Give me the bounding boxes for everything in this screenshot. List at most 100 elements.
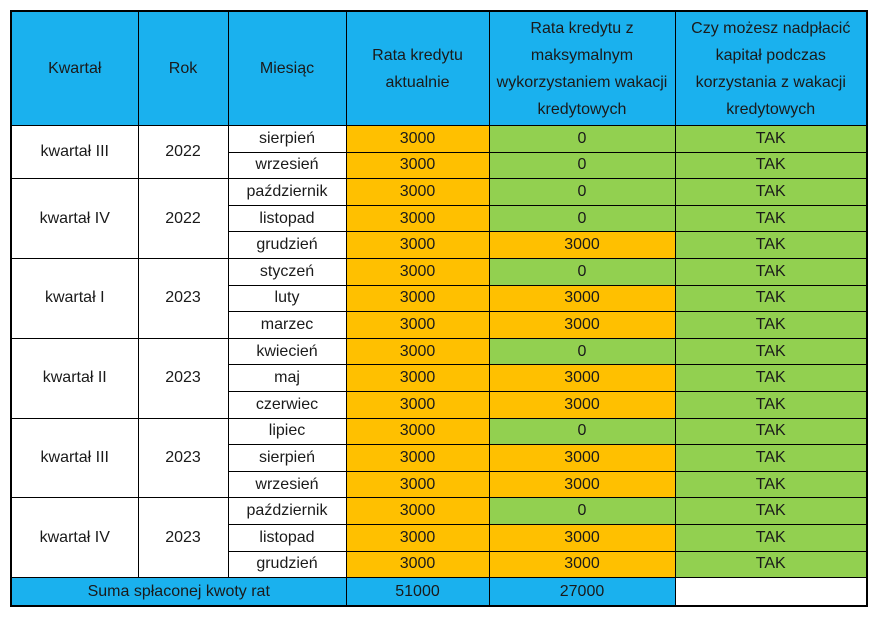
holiday-rate-cell: 3000 [488,231,676,259]
holiday-rate-cell: 0 [488,337,676,366]
overpay-cell: TAK [674,390,868,419]
month-cell: maj [227,364,347,392]
quarter-cell: kwartał IV [10,178,139,259]
holiday-rate-cell: 0 [488,204,676,233]
current-rate-cell: 3000 [345,497,490,525]
table-row: grudzień 3000 3000 TAK [11,231,868,259]
year-cell: 2023 [137,417,229,499]
overpay-cell: TAK [674,523,868,552]
header-miesiac: Miesiąc [227,10,347,126]
holiday-rate-cell: 3000 [488,284,676,313]
header-nadplata: Czy możesz nadpłacić kapitał podczas kor… [674,10,868,126]
month-cell: sierpień [227,125,347,153]
header-row: Kwartał Rok Miesiąc Rata kredytu aktualn… [10,10,868,126]
holiday-rate-cell: 3000 [488,364,676,392]
overpay-cell: TAK [674,257,868,286]
holiday-rate-cell: 3000 [488,550,676,579]
summary-current-total: 51000 [345,577,490,607]
overpay-cell: TAK [674,337,868,366]
header-rata-aktualnie: Rata kredytu aktualnie [345,10,490,126]
quarter-cell: kwartał IV [10,497,139,579]
table-row: listopad 3000 3000 TAK [11,523,868,552]
table-row: marzec 3000 3000 TAK [11,311,868,339]
overpay-cell: TAK [674,284,868,313]
overpay-cell: TAK [674,231,868,259]
holiday-rate-cell: 3000 [488,390,676,419]
month-cell: sierpień [227,444,347,472]
month-cell: kwiecień [227,337,347,366]
holiday-rate-cell: 3000 [488,523,676,552]
month-cell: wrzesień [227,151,347,180]
table-row: luty 3000 3000 TAK [11,284,868,313]
summary-label: Suma spłaconej kwoty rat [10,577,347,607]
current-rate-cell: 3000 [345,444,490,472]
quarter-cell: kwartał II [10,337,139,419]
overpay-cell: TAK [674,444,868,472]
month-cell: lipiec [227,417,347,446]
current-rate-cell: 3000 [345,311,490,339]
month-cell: luty [227,284,347,313]
overpay-cell: TAK [674,497,868,525]
header-kwartal: Kwartał [10,10,139,126]
current-rate-cell: 3000 [345,337,490,366]
current-rate-cell: 3000 [345,364,490,392]
current-rate-cell: 3000 [345,470,490,499]
year-cell: 2023 [137,257,229,339]
month-cell: wrzesień [227,470,347,499]
overpay-cell: TAK [674,550,868,579]
holiday-rate-cell: 0 [488,257,676,286]
header-rok: Rok [137,10,229,126]
holiday-rate-cell: 0 [488,178,676,206]
year-cell: 2022 [137,124,229,180]
summary-holiday-total: 27000 [488,577,676,607]
quarter-cell: kwartał I [10,257,139,339]
month-cell: grudzień [227,550,347,579]
year-cell: 2023 [137,497,229,579]
month-cell: czerwiec [227,390,347,419]
summary-empty-cell [675,577,867,607]
holiday-rate-cell: 0 [488,125,676,153]
table-row: kwartał III 2022 sierpień 3000 0 TAK [10,124,868,180]
month-cell: listopad [227,523,347,552]
current-rate-cell: 3000 [345,550,490,579]
overpay-cell: TAK [674,311,868,339]
table-row: wrzesień 3000 0 TAK [11,151,868,180]
table-row: kwartał I 2023 styczeń 3000 0 TAK [10,257,868,339]
month-cell: grudzień [227,231,347,259]
current-rate-cell: 3000 [345,390,490,419]
table-row: kwartał II 2023 kwiecień 3000 0 TAK [10,337,868,419]
quarter-cell: kwartał III [10,124,139,180]
overpay-cell: TAK [674,364,868,392]
overpay-cell: TAK [674,178,868,206]
month-cell: październik [227,178,347,206]
current-rate-cell: 3000 [345,284,490,313]
holiday-rate-cell: 3000 [488,470,676,499]
year-cell: 2022 [137,178,229,259]
overpay-cell: TAK [674,470,868,499]
holiday-rate-cell: 3000 [488,311,676,339]
current-rate-cell: 3000 [345,231,490,259]
table-row: listopad 3000 0 TAK [11,204,868,233]
overpay-cell: TAK [674,204,868,233]
current-rate-cell: 3000 [345,151,490,180]
current-rate-cell: 3000 [345,257,490,286]
month-cell: marzec [227,311,347,339]
table-row: kwartał III 2023 lipiec 3000 0 TAK [10,417,868,499]
current-rate-cell: 3000 [345,204,490,233]
month-cell: styczeń [227,257,347,286]
year-cell: 2023 [137,337,229,419]
table-row: grudzień 3000 3000 TAK [11,550,868,579]
overpay-cell: TAK [674,125,868,153]
current-rate-cell: 3000 [345,125,490,153]
month-cell: listopad [227,204,347,233]
holiday-rate-cell: 3000 [488,444,676,472]
month-cell: październik [227,497,347,525]
table-row: czerwiec 3000 3000 TAK [11,390,868,419]
summary-row: Suma spłaconej kwoty rat 51000 27000 [10,577,867,607]
loan-holiday-table: Kwartał Rok Miesiąc Rata kredytu aktualn… [10,10,868,608]
loan-holiday-table-container: Kwartał Rok Miesiąc Rata kredytu aktualn… [10,10,868,608]
current-rate-cell: 3000 [345,417,490,446]
table-row: kwartał IV 2022 październik 3000 0 TAK [10,178,868,259]
quarter-cell: kwartał III [10,417,139,499]
holiday-rate-cell: 0 [488,151,676,180]
